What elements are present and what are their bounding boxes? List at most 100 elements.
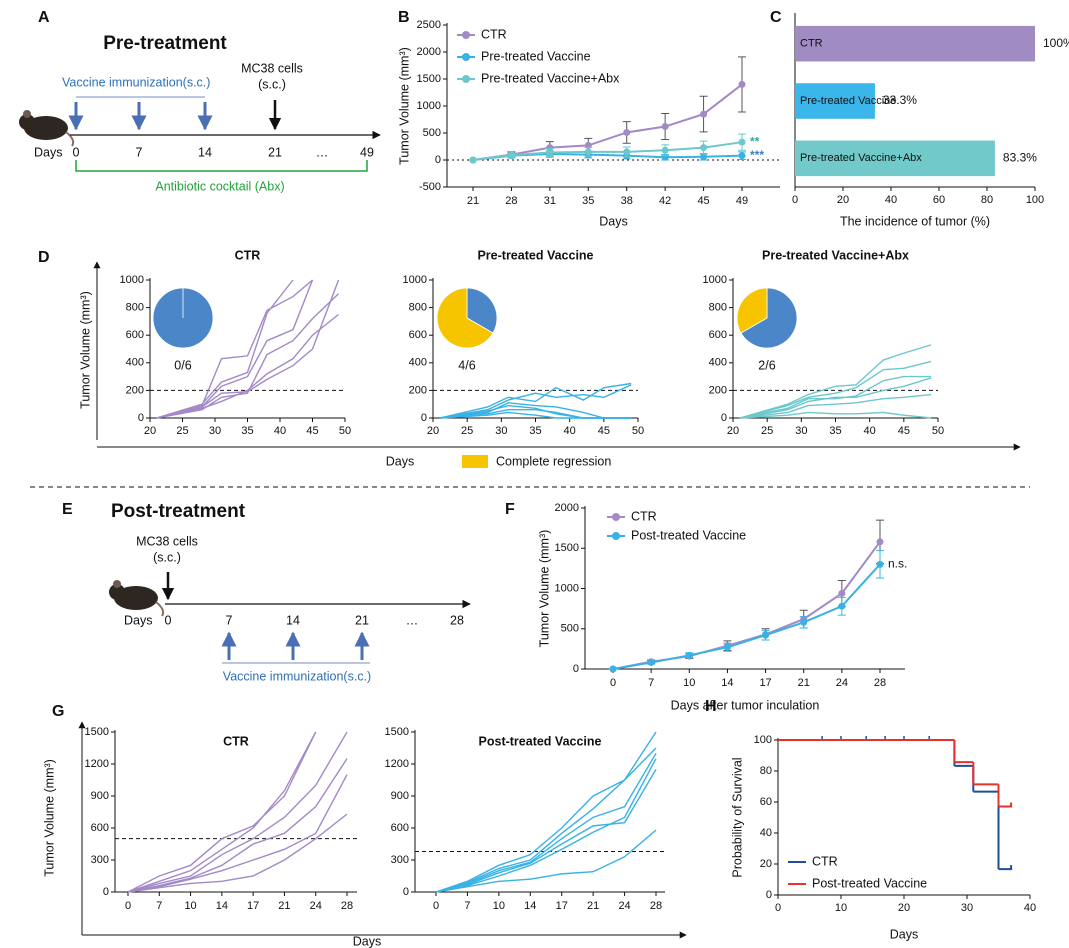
tick-label: 600 xyxy=(409,329,427,341)
tick-label: 0 xyxy=(435,154,441,166)
marker xyxy=(877,538,884,545)
series-line xyxy=(128,732,316,892)
tick-label: 20 xyxy=(144,425,156,437)
tick-label: 500 xyxy=(561,623,579,635)
tick-label: 600 xyxy=(126,329,144,341)
timeline-label: 14 xyxy=(198,145,212,159)
annotation: n.s. xyxy=(888,557,907,571)
chart-title: CTR xyxy=(223,734,249,748)
series-line xyxy=(436,759,656,892)
x-tick-label: 21 xyxy=(278,900,290,912)
x-tick-label: 7 xyxy=(156,900,162,912)
chart-title: CTR xyxy=(235,248,261,262)
tick-label: 40 xyxy=(864,425,876,437)
tick-label: 900 xyxy=(391,790,409,802)
timeline-label: 28 xyxy=(450,613,464,627)
tick-label: 0 xyxy=(766,889,772,901)
mouse-icon xyxy=(19,110,73,146)
x-tick-label: 10 xyxy=(493,900,505,912)
series-line xyxy=(128,732,347,892)
tick-label: 200 xyxy=(409,384,427,396)
panel-letter: G xyxy=(52,703,64,720)
tick-label: 2500 xyxy=(417,19,441,31)
tick-label: 30 xyxy=(795,425,807,437)
series-line xyxy=(128,759,347,892)
series-line xyxy=(128,732,316,892)
tick-label: 35 xyxy=(829,425,841,437)
x-tick-label: 17 xyxy=(759,677,771,689)
pie-label: 2/6 xyxy=(758,358,775,372)
timeline-label: 21 xyxy=(355,613,369,627)
series-line xyxy=(740,345,931,418)
marker xyxy=(739,139,746,146)
tick-label: 60 xyxy=(760,796,772,808)
legend-label: Complete regression xyxy=(496,454,611,468)
annotation: *** xyxy=(750,148,764,162)
tick-label: 1000 xyxy=(703,274,727,286)
tick-label: 1500 xyxy=(85,726,109,738)
tick-label: 35 xyxy=(241,425,253,437)
value-label: 33.3% xyxy=(883,93,917,107)
timeline-label: 49 xyxy=(360,145,374,159)
tick-label: 80 xyxy=(760,765,772,777)
marker xyxy=(838,603,845,610)
tick-label: 800 xyxy=(409,302,427,314)
legend-marker xyxy=(612,513,620,521)
tick-label: 40 xyxy=(1024,902,1036,914)
tick-label: 45 xyxy=(598,425,610,437)
tick-label: 0 xyxy=(421,412,427,424)
legend-label: CTR xyxy=(631,509,657,523)
timeline-label: 7 xyxy=(226,613,233,627)
tick-label: 1200 xyxy=(385,758,409,770)
x-tick-label: 42 xyxy=(659,195,671,207)
days-label: Days xyxy=(34,145,62,159)
x-tick-label: 35 xyxy=(582,195,594,207)
x-tick-label: 0 xyxy=(125,900,131,912)
x-tick-label: 28 xyxy=(505,195,517,207)
timeline-label: 7 xyxy=(136,145,143,159)
marker xyxy=(838,590,845,597)
x-tick-label: 14 xyxy=(721,677,733,689)
timeline-label: 0 xyxy=(73,145,80,159)
tick-label: 20 xyxy=(837,194,849,206)
tick-label: 30 xyxy=(495,425,507,437)
x-axis-label: Days xyxy=(890,927,918,941)
panel-title: Pre-treatment xyxy=(103,33,227,54)
marker xyxy=(739,81,746,88)
category-label: CTR xyxy=(800,38,823,50)
tick-label: 20 xyxy=(760,858,772,870)
panel-letter: D xyxy=(38,249,50,266)
legend-label: Pre-treated Vaccine+Abx xyxy=(481,71,620,85)
tick-label: 10 xyxy=(835,902,847,914)
tick-label: 200 xyxy=(126,384,144,396)
legend-marker xyxy=(462,75,470,83)
x-axis-label: The incidence of tumor (%) xyxy=(840,214,990,228)
x-tick-label: 21 xyxy=(587,900,599,912)
abx-label: Antibiotic cocktail (Abx) xyxy=(155,179,284,193)
marker xyxy=(700,144,707,151)
panel-letter: C xyxy=(770,9,782,26)
panel-letter: A xyxy=(38,9,50,26)
x-tick-label: 28 xyxy=(874,677,886,689)
marker xyxy=(739,152,746,159)
vaccine-label: Vaccine immunization(s.c.) xyxy=(223,669,371,683)
x-axis-label: Days xyxy=(386,454,414,468)
tick-label: 1000 xyxy=(120,274,144,286)
panel-letter: F xyxy=(505,501,515,518)
panel-letter: E xyxy=(62,501,73,518)
y-axis-label: Probability of Survival xyxy=(730,757,744,877)
tick-label: 40 xyxy=(564,425,576,437)
x-tick-label: 10 xyxy=(184,900,196,912)
y-axis-label: Tumor Volume (mm³) xyxy=(78,291,92,409)
tick-label: 0 xyxy=(775,902,781,914)
x-tick-label: 49 xyxy=(736,195,748,207)
pie-label: 0/6 xyxy=(174,358,191,372)
x-tick-label: 24 xyxy=(310,900,322,912)
marker xyxy=(508,152,515,159)
legend-marker xyxy=(462,53,470,61)
marker xyxy=(470,157,477,164)
timeline-label: 14 xyxy=(286,613,300,627)
tick-label: 40 xyxy=(885,194,897,206)
tick-label: 400 xyxy=(126,357,144,369)
timeline-label: … xyxy=(316,145,329,159)
